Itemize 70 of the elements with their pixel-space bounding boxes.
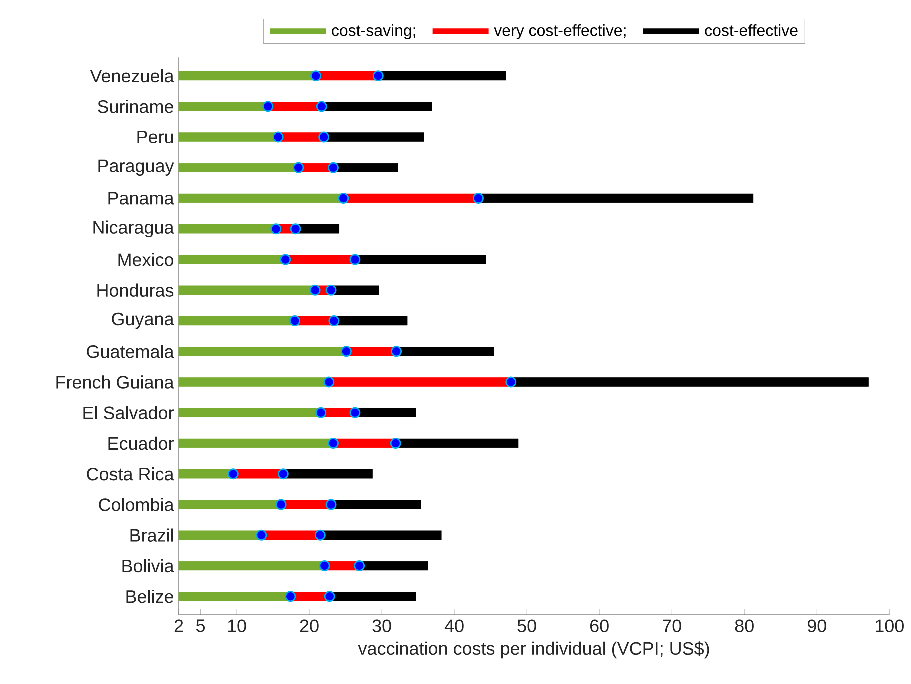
y-tick-label: Paraguay [98,160,174,176]
point [324,591,336,602]
x-tick-label: 20 [300,620,319,632]
point [293,162,304,174]
point [310,284,321,296]
point [280,254,292,266]
legend-label: very cost-effective; [494,24,626,40]
x-tick-label: 30 [372,620,392,632]
y-tick-label: Belize [126,590,174,604]
point [318,132,330,143]
point [272,132,284,143]
x-axis-title: vaccination costs per individual (VCPI; US$) [358,642,710,659]
point [262,101,274,112]
y-tick-label: Suriname [98,100,174,114]
legend-label: cost-saving; [332,24,416,40]
point [310,70,322,82]
x-tick-label: 2 [174,620,184,632]
y-tick-label: Bolivia [122,559,174,573]
point [276,499,287,510]
point [290,316,300,326]
x-tick-label: 60 [590,620,609,632]
point [350,254,361,266]
x-tick-label: 100 [876,620,904,632]
x-tick-label: 40 [444,620,464,632]
x-tick-label: 10 [228,620,246,632]
point [338,193,350,204]
point [391,346,402,358]
point [328,162,339,174]
x-tick-label: 90 [808,620,826,632]
point [372,70,384,82]
y-tick-label: Venezuela [90,69,174,83]
y-tick-label: Peru [138,131,174,144]
point [328,316,340,326]
y-tick-label: Ecuador [108,436,174,450]
point [316,407,327,418]
y-tick-label: Guyana [112,312,174,330]
y-tick-label: Nicaragua [94,220,174,238]
point [228,468,239,480]
x-tick-label: 80 [735,620,754,632]
point [506,376,517,388]
y-tick-label: Brazil [130,528,174,542]
y-tick-label: Costa Rica [87,468,174,481]
point [316,101,328,112]
point [473,193,484,204]
point [270,224,282,235]
point [350,407,361,418]
y-tick-label: Honduras [98,284,174,297]
x-tick-label: 70 [663,620,682,632]
y-tick-label: Colombia [99,498,174,512]
y-tick-label: Mexico [118,253,174,266]
point [341,346,352,358]
point [319,560,330,572]
point [285,591,296,602]
point [324,376,335,388]
y-tick-label: French Guiana [56,376,174,389]
point [326,499,337,510]
point [354,560,366,572]
point [328,438,339,449]
point [256,530,268,541]
point [314,530,326,541]
y-tick-label: Panama [108,192,174,205]
y-tick-label: El Salvador [84,406,174,420]
point [290,224,302,235]
point [326,284,337,296]
y-tick-label: Guatemala [87,345,174,358]
x-tick-label: 50 [518,620,536,632]
legend-label: cost-effective [705,24,798,36]
x-tick-label: 5 [196,620,206,632]
point [278,468,289,480]
point [390,438,402,449]
